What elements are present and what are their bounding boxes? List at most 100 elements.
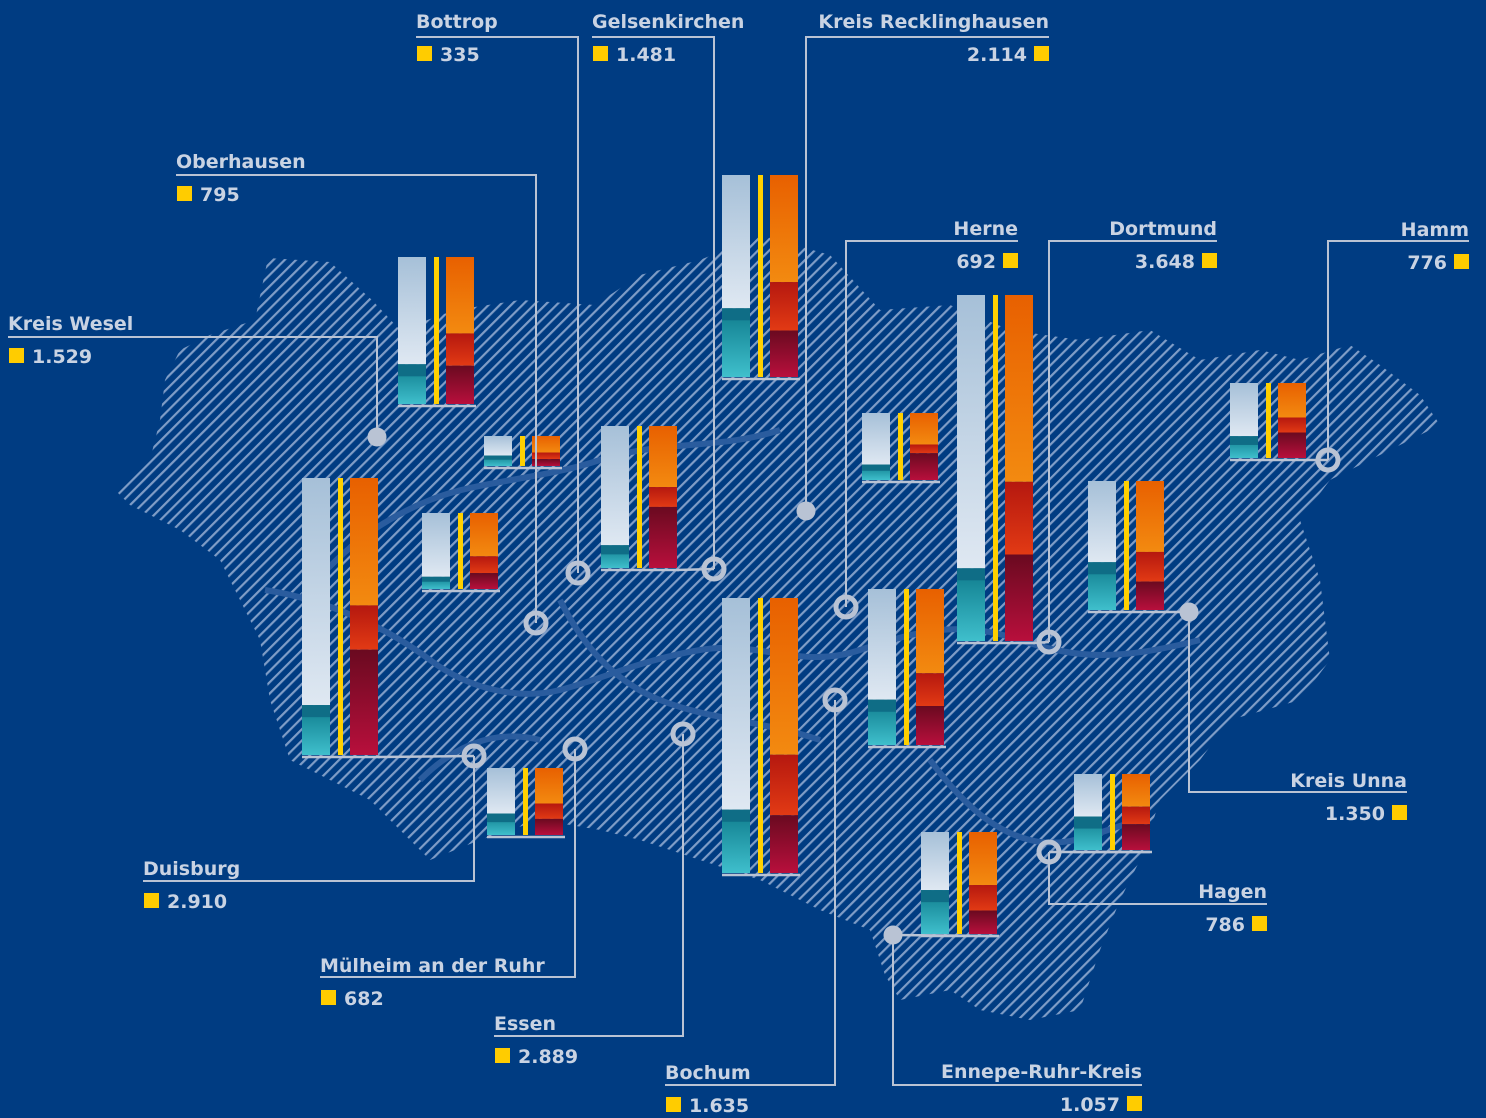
bar-segment-f xyxy=(910,453,938,480)
bar-segment-c xyxy=(957,568,985,581)
bar-segment-c xyxy=(722,809,750,822)
bar-segment-c xyxy=(1088,562,1116,575)
location-dot-marker xyxy=(796,501,816,521)
location-ring-marker xyxy=(565,560,591,586)
bar-marker-line xyxy=(993,295,998,641)
legend-marker-icon xyxy=(144,893,159,908)
location-ring-marker xyxy=(833,594,859,620)
bar-segment-a xyxy=(302,478,330,706)
leader-line-hagen xyxy=(1048,852,1267,905)
district-hagen: Hagen 786 xyxy=(1036,774,1267,936)
district-name: Oberhausen xyxy=(176,151,306,173)
bar-segment-e xyxy=(1005,481,1033,555)
district-value: 2.889 xyxy=(518,1046,578,1068)
bar-marker-line xyxy=(904,589,909,745)
bar-chart-essen xyxy=(722,598,800,877)
district-recklinghausen: Kreis Recklinghausen 2.114 xyxy=(722,11,1049,521)
district-value: 795 xyxy=(200,184,240,206)
bar-chart-bottrop xyxy=(484,436,562,470)
bar-segment-e xyxy=(770,282,798,331)
bar-chart-oberhausen xyxy=(422,513,500,593)
district-name: Ennepe-Ruhr-Kreis xyxy=(941,1061,1142,1083)
bar-segment-f xyxy=(1005,554,1033,641)
bar-segment-a xyxy=(862,413,890,465)
leader-connector xyxy=(676,567,715,572)
bar-segment-f xyxy=(969,910,997,934)
bar-segment-c xyxy=(862,464,890,471)
bar-segment-e xyxy=(916,673,944,706)
bar-segment-c xyxy=(868,699,896,712)
bar-segment-d xyxy=(470,513,498,557)
district-name: Duisburg xyxy=(143,858,240,880)
leader-line-essen xyxy=(494,734,684,1037)
bar-segment-c xyxy=(487,813,515,823)
bar-segment-c xyxy=(722,308,750,321)
district-value: 1.529 xyxy=(32,346,92,368)
legend-marker-icon xyxy=(321,990,336,1005)
district-value: 335 xyxy=(440,44,480,66)
bar-segment-d xyxy=(1136,481,1164,552)
bar-chart-muelheim xyxy=(487,768,565,839)
bar-chart-wesel xyxy=(398,257,476,408)
leader-line-ennepe xyxy=(892,935,1142,1086)
district-herne: Herne 692 xyxy=(833,218,1018,620)
district-value: 2.910 xyxy=(167,891,227,913)
bar-segment-c xyxy=(484,455,512,460)
bar-segment-f xyxy=(770,330,798,377)
location-ring-marker xyxy=(523,610,549,636)
district-value: 1.057 xyxy=(1060,1094,1120,1116)
district-value: 1.350 xyxy=(1325,803,1385,825)
bar-marker-line xyxy=(1124,481,1129,610)
bar-marker-line xyxy=(637,426,642,568)
district-name: Bochum xyxy=(665,1062,751,1084)
bar-segment-d xyxy=(535,768,563,804)
bar-segment-b xyxy=(957,568,985,641)
bar-segment-a xyxy=(1074,774,1102,817)
bar-chart-hagen xyxy=(1074,774,1152,854)
bar-segment-f xyxy=(532,459,560,466)
district-name: Essen xyxy=(494,1013,556,1035)
bar-segment-d xyxy=(1005,295,1033,482)
location-ring-marker xyxy=(1036,839,1062,865)
legend-marker-icon xyxy=(177,186,192,201)
location-ring-marker xyxy=(461,743,487,769)
location-dot-marker xyxy=(1179,602,1199,622)
bar-marker-line xyxy=(758,598,763,873)
location-ring-marker xyxy=(822,687,848,713)
legend-marker-icon xyxy=(1034,46,1049,61)
bar-segment-a xyxy=(484,436,512,456)
bar-segment-a xyxy=(398,257,426,365)
bar-segment-f xyxy=(916,706,944,745)
bar-segment-e xyxy=(532,452,560,460)
district-muelheim: Mülheim an der Ruhr 682 xyxy=(320,736,588,1010)
leader-line-gelsenkirchen xyxy=(592,36,715,569)
district-essen: Essen 2.889 xyxy=(494,598,800,1068)
bar-segment-e xyxy=(1122,806,1150,825)
bar-segment-e xyxy=(535,803,563,819)
bar-segment-d xyxy=(350,478,378,606)
bar-segment-a xyxy=(957,295,985,569)
legend-marker-icon xyxy=(1392,805,1407,820)
location-ring-marker xyxy=(562,736,588,762)
district-oberhausen: Oberhausen 795 xyxy=(176,151,549,636)
bar-segment-d xyxy=(770,175,798,283)
bar-segment-c xyxy=(1074,816,1102,829)
bar-segment-d xyxy=(532,436,560,453)
bar-chart-gelsenkirchen xyxy=(601,426,679,572)
district-name: Gelsenkirchen xyxy=(592,11,744,33)
bar-marker-line xyxy=(898,413,903,480)
district-value: 692 xyxy=(956,251,996,273)
bar-segment-a xyxy=(1230,383,1258,437)
bar-segment-f xyxy=(1278,432,1306,458)
location-dot-marker xyxy=(367,427,387,447)
district-bottrop: Bottrop 335 xyxy=(416,11,591,586)
legend-marker-icon xyxy=(9,348,24,363)
district-name: Herne xyxy=(953,218,1018,240)
district-name: Kreis Unna xyxy=(1290,770,1407,792)
district-ennepe: Ennepe-Ruhr-Kreis 1.057 xyxy=(883,832,1142,1116)
bar-segment-d xyxy=(770,598,798,755)
bar-marker-line xyxy=(957,832,962,934)
leader-line-duisburg xyxy=(143,756,475,882)
bar-segment-d xyxy=(446,257,474,334)
district-name: Hagen xyxy=(1198,881,1267,903)
